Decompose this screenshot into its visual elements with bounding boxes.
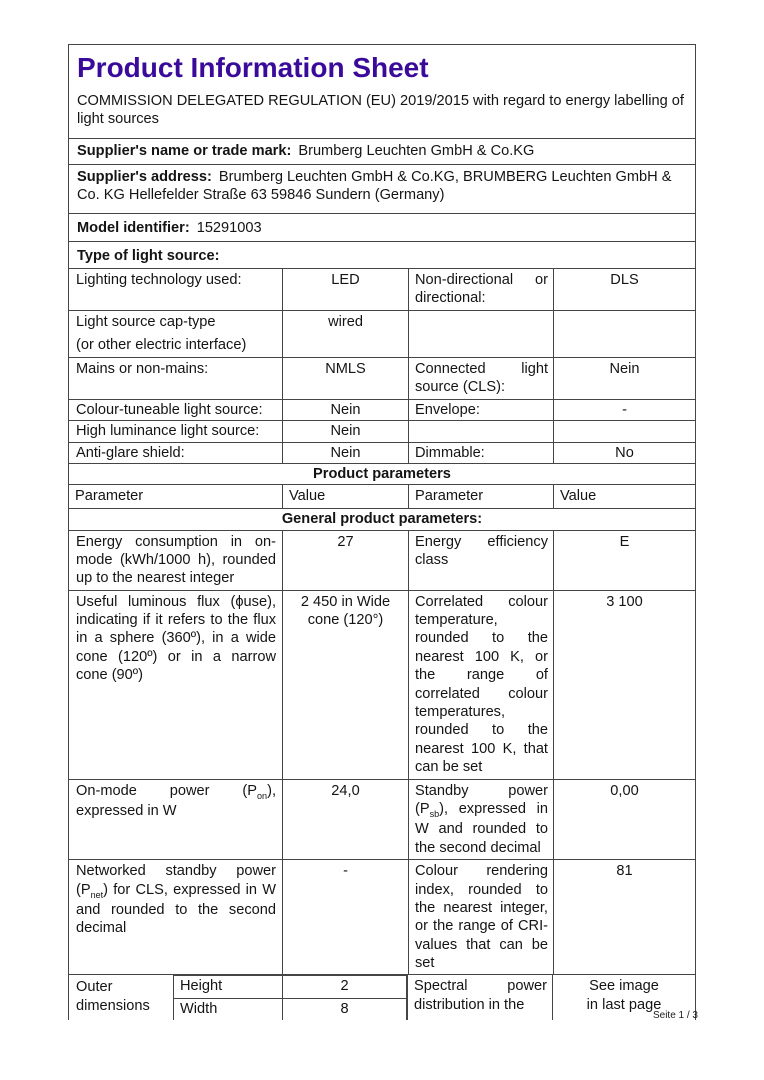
value-cell: 24,0 — [282, 779, 408, 860]
value-cell: 3 100 — [553, 590, 695, 779]
dimension-value: 8 — [282, 999, 406, 1021]
column-header-parameter: Parameter — [75, 488, 144, 505]
value-cell: NMLS — [282, 357, 408, 399]
page-title: Product Information Sheet — [77, 52, 429, 83]
param-cell: Anti-glare shield: — [76, 444, 185, 461]
value-cell: 2 450 in Wide cone (120°) — [282, 590, 408, 779]
table-row-luminous-flux: Useful luminous flux (ϕuse), indicating … — [69, 589, 695, 779]
outer-dimensions-label: Outer dimensions — [76, 979, 150, 1014]
dimension-name: Width — [180, 1001, 218, 1018]
table-row-energy-consumption: Energy consumption in on-mode (kWh/1000 … — [69, 529, 695, 590]
dimensions-nested-table: Height 2 Width 8 — [173, 975, 407, 1021]
supplier-address-row: Supplier's address: Brumberg Leuchten Gmb… — [69, 163, 695, 213]
supplier-name-label: Supplier's name or trade mark: — [77, 143, 292, 160]
param-cell: Lighting technology used: — [76, 272, 242, 289]
supplier-address-value: Brumberg Leuchten GmbH & Co.KG, BRUMBERG… — [77, 168, 672, 204]
model-identifier-label: Model identifier: — [77, 219, 190, 236]
param-cell: Spectral power distribution in the — [407, 975, 552, 1021]
param-cell: Networked standby power (Pnet) for CLS, … — [76, 863, 276, 937]
table-row-lighting-technology: Lighting technology used: LED Non-direct… — [69, 268, 695, 311]
dimension-value: 2 — [282, 976, 406, 999]
param-cell: Connected light source (CLS): — [408, 357, 553, 399]
value-cell: Nein — [553, 357, 695, 399]
dimension-name: Height — [180, 978, 223, 995]
table-row-colour-tuneable: Colour-tuneable light source: Nein Envel… — [69, 398, 695, 420]
section-title-general-parameters: General product parameters: — [69, 507, 695, 530]
param-cell: Useful luminous flux (ϕuse), indicating … — [76, 593, 276, 684]
page-number: Seite 1 / 3 — [652, 1010, 698, 1021]
param-cell — [408, 420, 553, 442]
table-row-networked-standby: Networked standby power (Pnet) for CLS, … — [69, 859, 695, 975]
param-cell: Standby power (Psb), expressed in W and … — [408, 779, 553, 860]
param-cell: Energy efficiency class — [408, 530, 553, 590]
value-cell — [553, 311, 695, 357]
value-cell: See image in last page — [552, 975, 695, 1021]
param-cell: Correlated colour temperature, rounded t… — [408, 590, 553, 779]
dimension-row-width: Width 8 — [174, 998, 406, 1021]
param-cell: Mains or non-mains: — [76, 360, 209, 377]
table-row-cap-type: Light source cap-type (or other electric… — [69, 310, 695, 357]
subscript: net — [90, 889, 104, 900]
document-header: Product Information Sheet COMMISSION DEL… — [69, 45, 695, 138]
subscript: on — [257, 790, 268, 801]
value-cell: Nein — [282, 399, 408, 420]
param-cell: Colour rendering index, rounded to the n… — [408, 860, 553, 975]
value-cell: wired — [282, 311, 408, 357]
model-identifier-row: Model identifier: 15291003 — [69, 212, 695, 241]
table-row-outer-dimensions: Outer dimensions Height 2 Width 8 Spectr… — [69, 974, 695, 1021]
param-cell: Light source cap-type (or other electric… — [69, 311, 282, 357]
value-cell: E — [553, 530, 695, 590]
supplier-name-row: Supplier's name or trade mark: Brumberg L… — [69, 138, 695, 163]
table-row-anti-glare: Anti-glare shield: Nein Dimmable: No — [69, 441, 695, 463]
param-cell: Envelope: — [408, 399, 553, 420]
value-cell: 27 — [282, 530, 408, 590]
param-cell — [408, 311, 553, 357]
param-cell: Energy consumption in on-mode (kWh/1000 … — [76, 533, 276, 587]
cap-type-line2: (or other electric interface) — [76, 337, 247, 354]
column-header-row: Parameter Value Parameter Value — [69, 484, 695, 508]
dimension-row-height: Height 2 — [174, 976, 406, 999]
param-cell: On-mode power (Pon), expressed in W — [76, 782, 276, 820]
column-header-value: Value — [282, 485, 408, 508]
column-header-parameter: Parameter — [408, 485, 553, 508]
value-cell: DLS — [553, 269, 695, 311]
table-row-high-luminance: High luminance light source: Nein — [69, 419, 695, 442]
supplier-name-value: Brumberg Leuchten GmbH & Co.KG — [298, 143, 535, 160]
param-cell: Dimmable: — [408, 442, 553, 463]
value-cell: LED — [282, 269, 408, 311]
table-row-mains: Mains or non-mains: NMLS Connected light… — [69, 356, 695, 399]
model-identifier-value: 15291003 — [196, 219, 262, 236]
value-cell: - — [553, 399, 695, 420]
value-cell: - — [282, 860, 408, 975]
param-cell: Colour-tuneable light source: — [76, 401, 263, 418]
product-information-sheet: Product Information Sheet COMMISSION DEL… — [68, 44, 696, 1021]
param-cell: Non-directional or directional: — [408, 269, 553, 311]
cap-type-line1: Light source cap-type — [76, 314, 216, 331]
value-cell: 81 — [553, 860, 695, 975]
value-cell: Nein — [282, 442, 408, 463]
value-cell: No — [553, 442, 695, 463]
column-header-value: Value — [553, 485, 695, 508]
value-cell — [553, 420, 695, 442]
value-cell: 0,00 — [553, 779, 695, 860]
value-cell: Nein — [282, 420, 408, 442]
type-of-light-source-heading: Type of light source: — [69, 240, 695, 268]
table-row-on-mode-power: On-mode power (Pon), expressed in W 24,0… — [69, 778, 695, 860]
section-title-product-parameters: Product parameters — [69, 462, 695, 484]
param-cell: High luminance light source: — [76, 422, 260, 439]
subscript: sb — [429, 809, 440, 819]
regulation-subtitle: COMMISSION DELEGATED REGULATION (EU) 201… — [77, 92, 684, 127]
supplier-address-label: Supplier's address: — [77, 168, 212, 185]
